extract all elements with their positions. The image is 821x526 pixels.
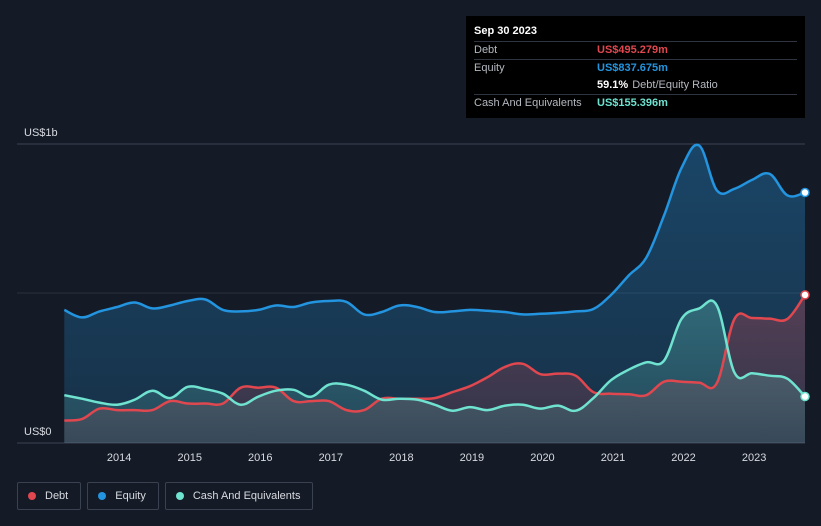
tooltip-label-ratio <box>474 77 597 94</box>
tooltip-date: Sep 30 2023 <box>474 25 537 37</box>
cash-line <box>64 299 806 413</box>
equity-area <box>64 144 806 443</box>
tooltip-value-debt: US$495.279m <box>597 44 668 56</box>
tooltip-label-debt: Debt <box>474 44 498 56</box>
tooltip-row-ratio: 59.1% Debt/Equity Ratio <box>474 77 797 94</box>
x-tick-label-2016: 2016 <box>248 452 272 464</box>
equity-line <box>63 143 806 319</box>
x-tick-label-2021: 2021 <box>601 452 625 464</box>
legend-item-debt[interactable]: Debt <box>17 482 82 510</box>
legend-label-cash: Cash And Equivalents <box>192 490 301 502</box>
x-tick-label-2015: 2015 <box>177 452 201 464</box>
tooltip-ratio-value: 59.1% <box>597 79 629 91</box>
equity-endpoint-marker[interactable] <box>800 187 810 198</box>
cash-endpoint-marker[interactable] <box>800 391 810 402</box>
y-axis-label-bottom: US$0 <box>24 426 52 438</box>
chart-legend: Debt Equity Cash And Equivalents <box>17 482 314 510</box>
tooltip-label-cash: Cash And Equivalents <box>474 97 582 109</box>
cash-area <box>64 300 806 443</box>
tooltip-value-equity: US$837.675m <box>597 62 668 74</box>
tooltip-value-cash: US$155.396m <box>597 97 668 109</box>
legend-dot-equity <box>98 492 107 500</box>
x-tick-label-2019: 2019 <box>460 452 484 464</box>
x-tick-label-2017: 2017 <box>319 452 343 464</box>
x-tick-label-2022: 2022 <box>671 452 695 464</box>
x-tick-label-2020: 2020 <box>530 452 554 464</box>
data-tooltip: Sep 30 2023 Debt US$495.279m Equity US$8… <box>466 16 805 118</box>
x-tick-label-2023: 2023 <box>742 452 766 464</box>
legend-item-cash[interactable]: Cash And Equivalents <box>164 482 314 510</box>
tooltip-row-debt: Debt US$495.279m <box>474 41 797 59</box>
legend-item-equity[interactable]: Equity <box>87 482 159 510</box>
tooltip-row-cash: Cash And Equivalents US$155.396m <box>474 94 797 112</box>
tooltip-ratio-label: Debt/Equity Ratio <box>632 79 718 91</box>
tooltip-row-equity: Equity US$837.675m <box>474 59 797 77</box>
debt-endpoint-marker[interactable] <box>800 290 810 300</box>
tooltip-label-equity: Equity <box>474 62 505 74</box>
legend-label-debt: Debt <box>45 490 69 502</box>
x-tick-label-2018: 2018 <box>389 452 413 464</box>
debt-line <box>64 294 807 422</box>
legend-label-equity: Equity <box>115 490 146 502</box>
y-axis-label-top: US$1b <box>24 127 58 139</box>
legend-dot-debt <box>28 492 36 500</box>
legend-dot-cash <box>175 492 184 500</box>
x-tick-label-2014: 2014 <box>107 452 131 464</box>
